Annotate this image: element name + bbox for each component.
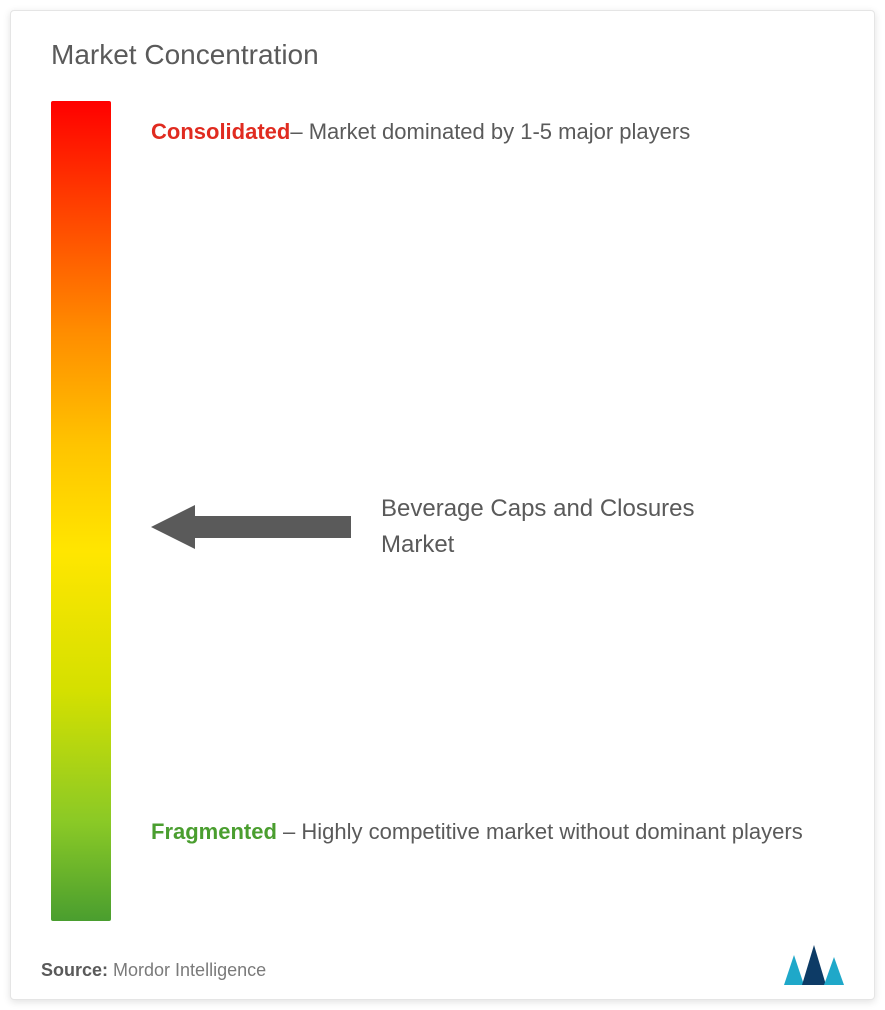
market-pointer-group: Beverage Caps and Closures Market bbox=[151, 491, 731, 563]
consolidated-description: – Market dominated by 1-5 major players bbox=[290, 119, 690, 144]
arrow-shaft bbox=[191, 516, 351, 538]
source-attribution: Source: Mordor Intelligence bbox=[41, 960, 266, 981]
arrow-left-icon bbox=[151, 512, 351, 542]
consolidated-highlight: Consolidated bbox=[151, 119, 290, 144]
market-name-label: Beverage Caps and Closures Market bbox=[381, 491, 731, 563]
fragmented-label-block: Fragmented – Highly competitive market w… bbox=[151, 811, 834, 853]
card: Market Concentration Consolidated– Marke… bbox=[10, 10, 875, 1000]
source-prefix: Source: bbox=[41, 960, 113, 980]
consolidated-label-block: Consolidated– Market dominated by 1-5 ma… bbox=[151, 111, 834, 153]
concentration-gradient-bar bbox=[51, 101, 111, 921]
source-name: Mordor Intelligence bbox=[113, 960, 266, 980]
fragmented-highlight: Fragmented bbox=[151, 819, 277, 844]
arrow-head bbox=[151, 505, 195, 549]
mordor-logo-icon bbox=[784, 945, 844, 985]
fragmented-description: – Highly competitive market without domi… bbox=[277, 819, 803, 844]
chart-title: Market Concentration bbox=[51, 39, 319, 71]
